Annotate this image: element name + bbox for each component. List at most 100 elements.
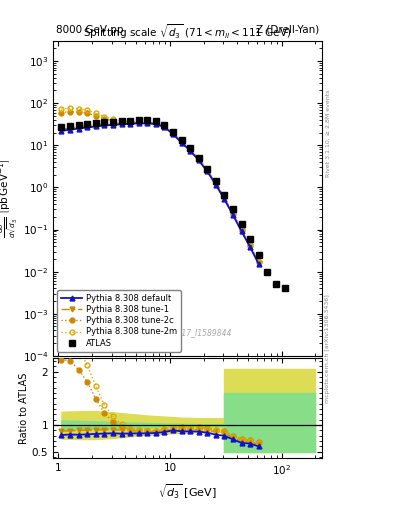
Pythia 8.308 tune-1 [179,139,184,145]
Pythia 8.308 tune-2m [213,180,218,186]
Title: Splitting scale $\sqrt{d_3}\ (71 < m_{ll} < 111\ \mathrm{GeV})$: Splitting scale $\sqrt{d_3}\ (71 < m_{ll… [83,22,292,41]
Pythia 8.308 tune-2m [239,227,244,233]
Pythia 8.308 tune-2m [162,123,167,129]
Pythia 8.308 tune-2c [205,166,209,173]
Pythia 8.308 tune-2m [154,120,158,126]
Pythia 8.308 tune-2m [85,107,90,113]
Pythia 8.308 tune-1 [222,195,227,201]
Pythia 8.308 default [85,124,90,131]
Pythia 8.308 tune-1 [77,124,81,130]
Pythia 8.308 tune-2c [77,109,81,115]
Pythia 8.308 tune-1 [239,227,244,233]
Line: Pythia 8.308 tune-2c: Pythia 8.308 tune-2c [59,109,261,264]
Pythia 8.308 default [136,120,141,126]
X-axis label: $\sqrt{d_3}\ \mathrm{[GeV]}$: $\sqrt{d_3}\ \mathrm{[GeV]}$ [158,482,217,501]
Pythia 8.308 tune-2m [110,116,115,122]
Pythia 8.308 default [188,147,193,154]
Pythia 8.308 tune-2c [179,138,184,144]
Pythia 8.308 default [68,126,73,133]
Pythia 8.308 tune-1 [162,123,167,130]
Pythia 8.308 tune-2m [119,118,124,124]
Pythia 8.308 tune-2m [248,243,253,249]
Pythia 8.308 default [205,168,209,175]
Pythia 8.308 tune-2m [196,156,201,162]
Pythia 8.308 tune-2m [59,106,64,112]
Pythia 8.308 tune-1 [85,123,90,129]
Pythia 8.308 tune-2c [239,226,244,232]
Pythia 8.308 tune-2c [119,119,124,125]
Pythia 8.308 tune-1 [119,120,124,126]
Pythia 8.308 default [179,140,184,146]
Pythia 8.308 tune-2c [145,119,150,125]
Pythia 8.308 tune-2c [248,242,253,248]
Pythia 8.308 default [196,157,201,163]
Pythia 8.308 tune-1 [154,120,158,126]
Line: Pythia 8.308 default: Pythia 8.308 default [59,121,261,267]
Text: ATLAS_2017_I1589844: ATLAS_2017_I1589844 [144,328,231,337]
Pythia 8.308 tune-2m [145,119,150,125]
Pythia 8.308 tune-1 [213,181,218,187]
Pythia 8.308 tune-1 [248,243,253,249]
Pythia 8.308 tune-2c [128,119,132,125]
Pythia 8.308 default [77,125,81,132]
Pythia 8.308 default [102,122,107,129]
Y-axis label: Ratio to ATLAS: Ratio to ATLAS [19,373,29,444]
Pythia 8.308 tune-2c [188,146,193,152]
Pythia 8.308 tune-2m [77,105,81,112]
Pythia 8.308 tune-1 [110,120,115,126]
Pythia 8.308 tune-1 [68,125,73,131]
Pythia 8.308 default [110,122,115,128]
Text: mcplots.cern.ch [arXiv:1306.3436]: mcplots.cern.ch [arXiv:1306.3436] [325,294,331,402]
Pythia 8.308 tune-2m [102,114,107,120]
Pythia 8.308 default [119,121,124,127]
Pythia 8.308 default [256,261,261,267]
Pythia 8.308 default [94,123,98,130]
Pythia 8.308 default [248,244,253,250]
Pythia 8.308 tune-2m [128,119,132,125]
Pythia 8.308 tune-2m [231,211,235,217]
Pythia 8.308 tune-2c [222,194,227,200]
Pythia 8.308 default [222,196,227,202]
Pythia 8.308 tune-1 [59,126,64,132]
Pythia 8.308 tune-1 [231,211,235,217]
Pythia 8.308 tune-2c [196,156,201,162]
Pythia 8.308 tune-2m [222,195,227,201]
Pythia 8.308 tune-2c [68,109,73,115]
Pythia 8.308 tune-2m [256,260,261,266]
Pythia 8.308 tune-1 [205,167,209,174]
Pythia 8.308 tune-2c [85,110,90,116]
Y-axis label: $\frac{d\sigma}{d\sqrt{d_3}}\ \left[\mathrm{pb\,GeV^{-1}}\right]$: $\frac{d\sigma}{d\sqrt{d_3}}\ \left[\mat… [0,159,20,238]
Pythia 8.308 default [213,182,218,188]
Pythia 8.308 tune-1 [102,121,107,127]
Pythia 8.308 tune-1 [128,120,132,126]
Pythia 8.308 tune-2c [231,210,235,217]
Pythia 8.308 tune-2c [102,116,107,122]
Pythia 8.308 tune-1 [171,131,175,137]
Pythia 8.308 tune-2c [59,110,64,116]
Pythia 8.308 tune-2c [213,180,218,186]
Pythia 8.308 tune-2m [136,119,141,125]
Pythia 8.308 default [239,228,244,234]
Pythia 8.308 default [59,128,64,134]
Pythia 8.308 tune-1 [256,260,261,266]
Pythia 8.308 tune-1 [145,120,150,126]
Legend: Pythia 8.308 default, Pythia 8.308 tune-1, Pythia 8.308 tune-2c, Pythia 8.308 tu: Pythia 8.308 default, Pythia 8.308 tune-… [57,290,181,352]
Pythia 8.308 default [231,212,235,218]
Pythia 8.308 tune-1 [196,156,201,162]
Pythia 8.308 tune-2m [171,130,175,136]
Text: Rivet 3.1.10, ≥ 2.8M events: Rivet 3.1.10, ≥ 2.8M events [325,90,331,177]
Pythia 8.308 tune-2c [162,123,167,129]
Pythia 8.308 tune-1 [188,147,193,153]
Pythia 8.308 tune-2c [94,113,98,119]
Text: 8000 GeV pp: 8000 GeV pp [56,25,123,35]
Pythia 8.308 tune-2c [256,259,261,265]
Pythia 8.308 tune-2m [68,105,73,111]
Line: Pythia 8.308 tune-2m: Pythia 8.308 tune-2m [59,106,261,265]
Pythia 8.308 default [162,124,167,130]
Pythia 8.308 default [128,121,132,127]
Pythia 8.308 default [145,120,150,126]
Pythia 8.308 tune-2c [110,118,115,124]
Text: Z (Drell-Yan): Z (Drell-Yan) [256,25,320,35]
Pythia 8.308 tune-2m [188,146,193,152]
Pythia 8.308 tune-2c [154,120,158,126]
